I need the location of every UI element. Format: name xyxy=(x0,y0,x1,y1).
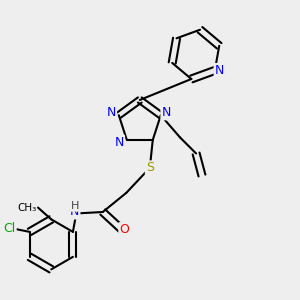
Text: CH₃: CH₃ xyxy=(17,202,37,213)
Text: S: S xyxy=(146,161,154,174)
Text: Cl: Cl xyxy=(3,222,16,236)
Text: H: H xyxy=(70,201,79,211)
Text: N: N xyxy=(115,136,124,149)
Text: N: N xyxy=(70,206,80,218)
Text: O: O xyxy=(119,223,129,236)
Text: N: N xyxy=(107,106,116,119)
Text: N: N xyxy=(161,106,171,119)
Text: N: N xyxy=(214,64,224,77)
